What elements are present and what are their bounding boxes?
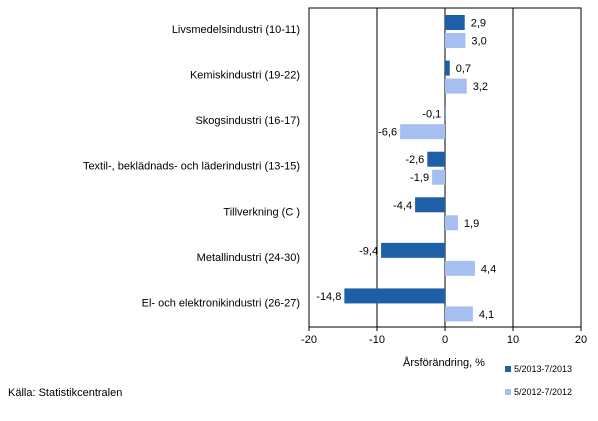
bar: [400, 124, 445, 140]
data-label: 1,9: [464, 218, 479, 230]
data-label: 3,0: [471, 36, 486, 48]
legend-label: 5/2012-7/2012: [514, 387, 572, 397]
category-label: Textil-, beklädnads- och läderindustri (…: [83, 161, 300, 173]
x-tick-label: 20: [575, 334, 587, 346]
bar: [445, 33, 466, 48]
legend-label: 5/2013-7/2013: [514, 364, 572, 374]
bar: [445, 78, 467, 94]
bar: [344, 288, 445, 304]
bar: [444, 106, 446, 122]
x-tick-label: 0: [442, 334, 448, 346]
bar: [427, 151, 445, 167]
data-label: -0,1: [422, 109, 441, 121]
category-label: Tillverkning (C ): [223, 206, 300, 218]
legend-swatch: [505, 366, 511, 372]
data-label: -4,4: [393, 200, 412, 212]
data-label: 4,4: [481, 263, 496, 275]
data-label: 4,1: [479, 309, 494, 321]
data-label: -14,8: [316, 291, 341, 303]
data-label: -6,6: [378, 127, 397, 139]
data-label: 3,2: [473, 81, 488, 93]
category-label: El- och elektronikindustri (26-27): [142, 297, 300, 309]
source-note: Källa: Statistikcentralen: [8, 387, 123, 399]
data-label: -1,9: [410, 172, 429, 184]
category-label: Metallindustri (24-30): [197, 252, 300, 264]
bar: [445, 15, 465, 30]
bar: [445, 60, 450, 76]
category-label: Skogsindustri (16-17): [195, 115, 300, 127]
category-label: Livsmedelsindustri (10-11): [172, 24, 300, 36]
data-label: 0,7: [456, 63, 471, 75]
bar: [445, 260, 475, 276]
x-tick-label: -20: [301, 334, 317, 346]
x-tick-label: 10: [507, 334, 519, 346]
bar: [445, 215, 458, 231]
bar: [445, 306, 473, 322]
category-label: Kemiskindustri (19-22): [190, 70, 300, 82]
legend-swatch: [505, 389, 511, 395]
x-tick-label: -10: [369, 334, 385, 346]
x-axis-label: Årsförändring, %: [403, 356, 485, 369]
data-label: -2,6: [405, 154, 424, 166]
data-label: 2,9: [471, 18, 486, 30]
bar: [432, 169, 445, 185]
data-label: -9,4: [359, 245, 378, 257]
bar: [381, 242, 445, 258]
bar: [415, 197, 445, 213]
